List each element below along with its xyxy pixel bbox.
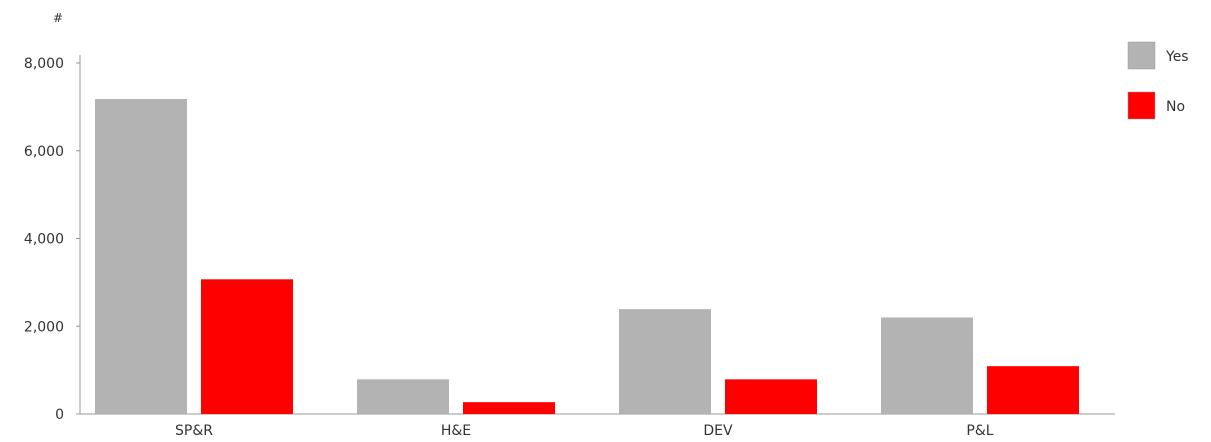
y-tick-label: 2,000 <box>24 319 64 335</box>
x-tick-label: DEV <box>703 423 733 439</box>
legend-label-no: No <box>1166 99 1185 115</box>
x-tick-label: SP&R <box>175 423 213 439</box>
y-tick-label: 0 <box>55 407 64 423</box>
x-tick-label: P&L <box>966 423 993 439</box>
y-axis-unit-label: # <box>53 11 63 25</box>
legend: Yes No <box>1127 41 1189 120</box>
legend-swatch-yes <box>1127 41 1156 70</box>
bars <box>95 98 1079 414</box>
bar-no-1 <box>463 402 555 414</box>
legend-label-yes: Yes <box>1165 49 1189 65</box>
y-tick-label: 6,000 <box>24 144 64 160</box>
y-axis: 0 2,000 4,000 6,000 8,000 <box>24 55 81 423</box>
bar-no-3 <box>987 366 1079 414</box>
category-labels: SP&R H&E DEV P&L <box>175 423 994 439</box>
bar-no-2 <box>725 379 817 414</box>
bar-yes-0 <box>95 98 187 414</box>
bar-yes-1 <box>357 379 449 414</box>
bar-no-0 <box>201 279 293 414</box>
y-tick-label: 8,000 <box>24 56 64 72</box>
bar-yes-2 <box>619 309 711 414</box>
bar-yes-3 <box>881 317 973 414</box>
legend-swatch-no <box>1127 91 1156 120</box>
y-tick-label: 4,000 <box>24 232 64 248</box>
x-tick-label: H&E <box>441 423 471 439</box>
